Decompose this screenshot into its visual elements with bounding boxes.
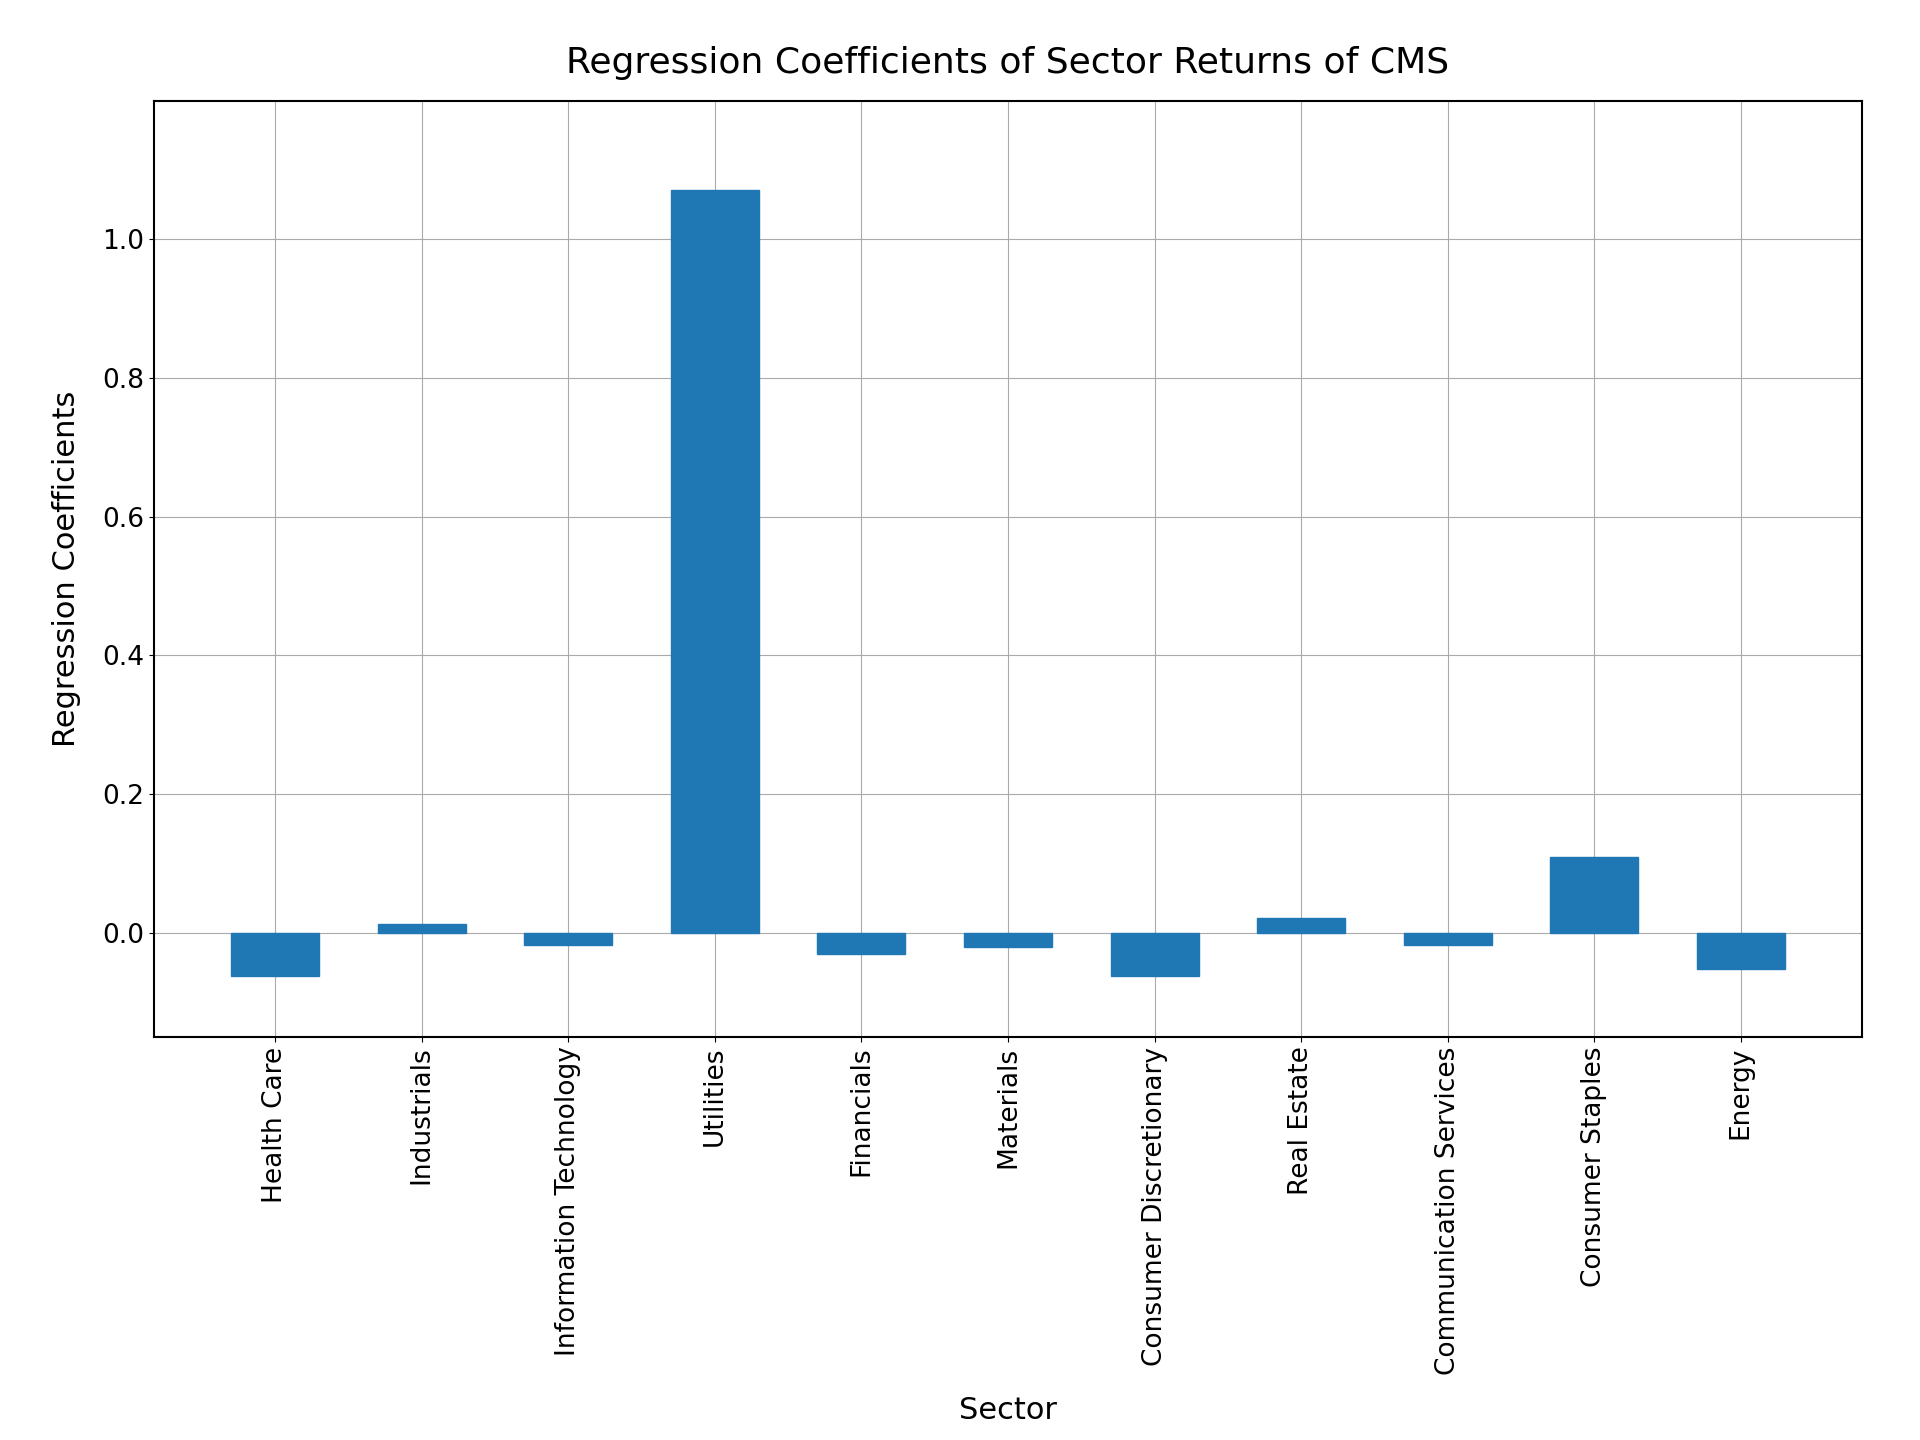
Bar	[1697, 933, 1786, 969]
Bar	[378, 924, 467, 933]
Bar	[230, 933, 319, 976]
Bar	[524, 933, 612, 945]
Bar	[964, 933, 1052, 948]
X-axis label: Sector: Sector	[958, 1395, 1058, 1424]
Bar	[1549, 857, 1638, 933]
Y-axis label: Regression Coefficients: Regression Coefficients	[52, 390, 81, 747]
Bar	[818, 933, 906, 953]
Title: Regression Coefficients of Sector Returns of CMS: Regression Coefficients of Sector Return…	[566, 46, 1450, 81]
Bar	[1110, 933, 1198, 976]
Bar	[1404, 933, 1492, 945]
Bar	[670, 190, 758, 933]
Bar	[1258, 917, 1346, 933]
